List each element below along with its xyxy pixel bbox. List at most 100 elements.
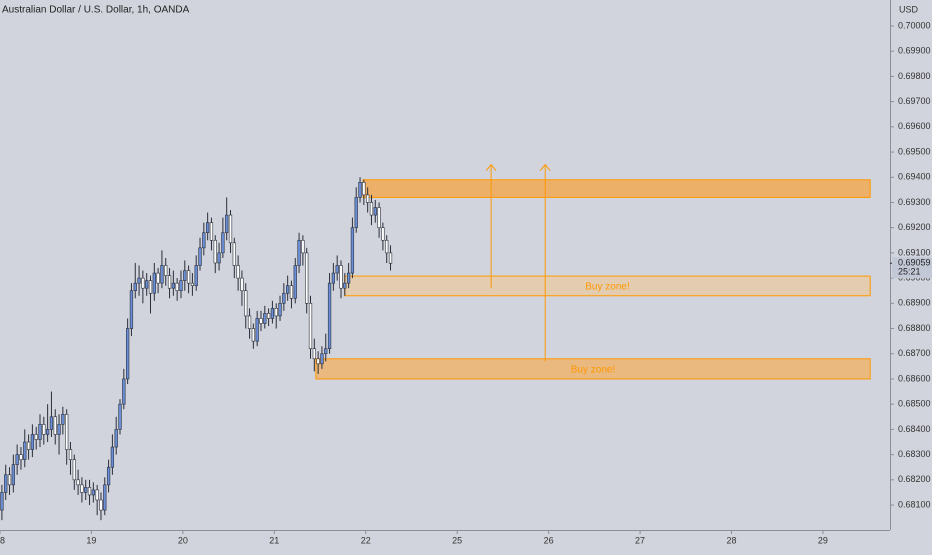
candle-body [225,214,229,234]
x-tick-label: 29 [818,535,828,545]
x-tick-label: 25 [452,535,462,545]
y-tick-label: 0.68700 [898,348,931,358]
x-tick-label: 19 [86,535,96,545]
candle-body [145,280,149,289]
candle-body [23,441,27,460]
y-tick-label: 0.69100 [898,247,931,257]
candle-body [312,348,316,360]
candle-body [286,285,290,294]
candle-body [186,270,191,284]
candle-body [0,492,4,511]
candle-body [129,290,134,329]
candle-body [125,328,130,380]
zones: Buy zone! Buy zone! [315,179,871,380]
candle-body [320,353,324,365]
candles [0,177,393,521]
candle-body [152,272,156,294]
candle-body [80,484,84,493]
candle-body [45,429,50,435]
candle-body [42,424,46,435]
candle-body [274,308,278,317]
candle-body [19,454,23,460]
candle-body [301,239,305,254]
candle-body [148,280,153,294]
candle-body [84,487,88,493]
candle-body [350,227,355,274]
y-tick-label: 0.69400 [898,172,931,182]
arrow-head [485,163,497,171]
annotations [485,163,551,362]
candle-body [26,441,31,450]
candle-body [15,454,19,465]
candle-body [381,227,385,241]
candle-body [358,181,362,198]
candle-body [179,280,183,292]
candle-body [327,282,332,350]
candle-body [76,479,80,486]
candle-body [141,277,145,289]
candle-body [137,277,141,284]
y-tick-label: 0.68300 [898,449,931,459]
candle-body [316,358,320,365]
candle-body [91,489,95,496]
x-tick-label: 22 [361,535,371,545]
candle-body [259,318,263,324]
y-tick-label: 0.69600 [898,121,931,131]
candle-body [57,424,61,435]
candle-body [354,197,358,228]
candle-body [65,413,69,450]
candle-body [72,459,76,481]
y-tick-label: 0.68200 [898,474,931,484]
candle-body [308,303,313,350]
x-tick-label: 20 [178,535,188,545]
candle-body [217,252,221,264]
candle-body [362,181,366,196]
last-price-tag [892,257,932,279]
candle-body [95,489,99,501]
y-tick-label: 0.69900 [898,46,931,56]
candle-body [278,303,282,317]
candle-body [369,202,374,216]
candle-body [11,464,15,486]
candle-body [7,474,12,486]
candle-body [346,272,351,284]
candle-body [305,252,309,304]
y-tick-label: 0.68800 [898,323,931,333]
candle-body [385,239,389,254]
y-tick-label: 0.69200 [898,222,931,232]
candle-body [87,487,92,496]
candle-body [228,214,233,244]
candle-body [263,313,267,324]
candle-body [68,449,73,460]
y-tick-label: 0.68100 [898,499,931,509]
candle-body [61,413,65,425]
countdown-label: 25:21 [898,267,921,277]
candle-body [30,434,35,450]
candle-body [366,194,370,203]
arrow-head [539,163,551,171]
candle-body [377,207,381,228]
candle-body [164,265,168,276]
candle-body [373,207,377,216]
candle-body [4,474,8,493]
candle-body [289,285,294,299]
candle-body [297,239,301,266]
candle-body [255,318,259,342]
candle-body [106,466,111,486]
candle-body [171,282,175,289]
x-tick-label: 27 [635,535,645,545]
candle-body [198,247,202,266]
y-tick-label: 0.69500 [898,146,931,156]
x-tick-label: 18 [0,535,5,545]
candle-body [339,265,343,289]
candle-body [114,429,118,448]
y-tick-label: 0.69800 [898,71,931,81]
candle-body [110,446,115,468]
candle-body [156,272,160,284]
candle-body [221,232,225,254]
candle-body [38,424,42,440]
candle-body [133,282,137,292]
candle-body [209,222,214,241]
